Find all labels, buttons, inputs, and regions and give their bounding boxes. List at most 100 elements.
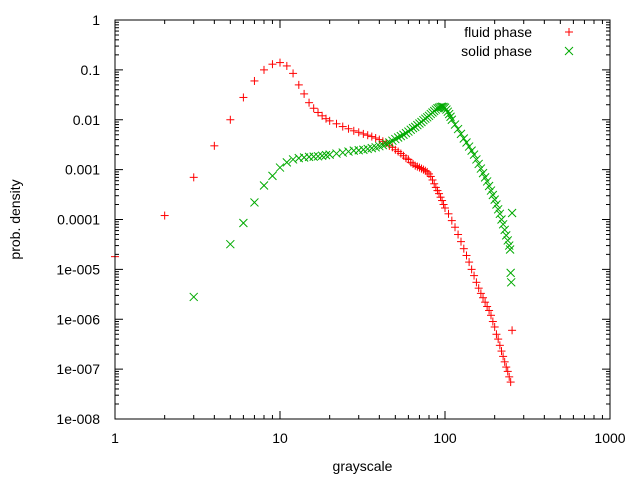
y-tick-label: 0.01 [73, 112, 100, 128]
data-point [505, 372, 514, 381]
data-point [239, 93, 248, 102]
data-point [408, 123, 418, 133]
series-fluid [111, 58, 517, 387]
x-tick-label: 1 [111, 430, 119, 446]
data-point [289, 69, 298, 78]
data-point [305, 98, 314, 107]
data-point [497, 215, 506, 224]
y-tick-label: 1e-005 [56, 261, 100, 277]
data-point [502, 363, 511, 372]
data-point [338, 122, 347, 131]
y-tick-label: 0.0001 [57, 212, 100, 228]
y-tick-label: 1e-007 [56, 361, 100, 377]
legend-marker-symbol [564, 46, 574, 56]
data-point [476, 164, 486, 173]
data-point [485, 306, 494, 315]
data-point [482, 177, 492, 186]
legend-marker-solid [564, 46, 574, 56]
data-point [459, 244, 468, 253]
data-point [413, 162, 422, 171]
data-point [314, 108, 323, 117]
series-solid [189, 102, 517, 302]
data-point [456, 237, 465, 246]
data-point [506, 277, 516, 287]
data-point [282, 157, 292, 167]
data-point [494, 335, 503, 344]
data-point [495, 341, 504, 350]
data-point [396, 131, 406, 141]
data-point [462, 251, 471, 260]
data-point [500, 357, 509, 366]
data-point [436, 193, 445, 202]
data-point [437, 102, 447, 112]
data-point [239, 218, 248, 228]
data-point [474, 284, 483, 293]
data-point [467, 265, 476, 274]
data-point [259, 181, 269, 190]
data-point [506, 268, 516, 278]
data-point [226, 115, 235, 124]
legend-label-fluid: fluid phase [464, 24, 532, 40]
data-point [508, 326, 517, 335]
legend-marker-fluid [565, 28, 573, 36]
data-point [411, 161, 420, 170]
data-point [401, 128, 411, 138]
data-point [488, 317, 497, 326]
data-point [189, 292, 199, 302]
legend: fluid phase solid phase [461, 24, 574, 59]
data-point [381, 139, 391, 149]
data-point [507, 208, 517, 218]
data-point [479, 293, 488, 302]
data-point [304, 152, 314, 162]
data-point [486, 186, 496, 195]
data-point [497, 347, 506, 356]
data-point [488, 190, 498, 200]
data-point [503, 367, 512, 376]
data-point [375, 135, 384, 144]
data-point [225, 239, 235, 249]
data-point [421, 166, 430, 175]
data-point [276, 58, 284, 67]
data-point [447, 216, 456, 225]
tick-labels: 1 10 100 1000 1 0.1 0.01 0.001 0.0001 1e-005 1e-00… [56, 12, 625, 446]
data-point [503, 236, 513, 245]
data-point [275, 163, 285, 172]
data-marks [111, 58, 517, 387]
data-point [454, 230, 463, 239]
data-point [282, 61, 291, 70]
legend-label-solid: solid phase [461, 43, 532, 59]
data-point [294, 80, 303, 89]
data-point [431, 183, 440, 192]
data-point [442, 105, 451, 114]
data-point [423, 167, 432, 176]
data-point [478, 168, 488, 178]
data-point [388, 136, 397, 146]
data-point [309, 152, 319, 162]
data-point [501, 231, 511, 240]
data-point [268, 60, 277, 69]
data-point [393, 133, 403, 142]
data-point [459, 134, 469, 143]
data-point [160, 211, 169, 220]
data-point [490, 322, 499, 331]
data-point [260, 65, 269, 74]
data-point [506, 378, 515, 387]
x-tick-label: 10 [272, 430, 288, 446]
data-point [505, 245, 515, 254]
data-point [354, 128, 363, 137]
data-point [484, 181, 494, 191]
data-point [464, 142, 474, 151]
data-point [490, 195, 500, 205]
data-point [439, 200, 448, 209]
data-point [210, 141, 219, 150]
data-point [470, 271, 479, 280]
data-point [446, 112, 455, 122]
data-point [430, 179, 439, 188]
x-tick-label: 1000 [594, 430, 625, 446]
data-point [363, 131, 372, 140]
data-point [359, 129, 368, 138]
data-point [426, 172, 435, 181]
data-point [428, 175, 437, 184]
legend-marker-symbol [565, 28, 573, 36]
